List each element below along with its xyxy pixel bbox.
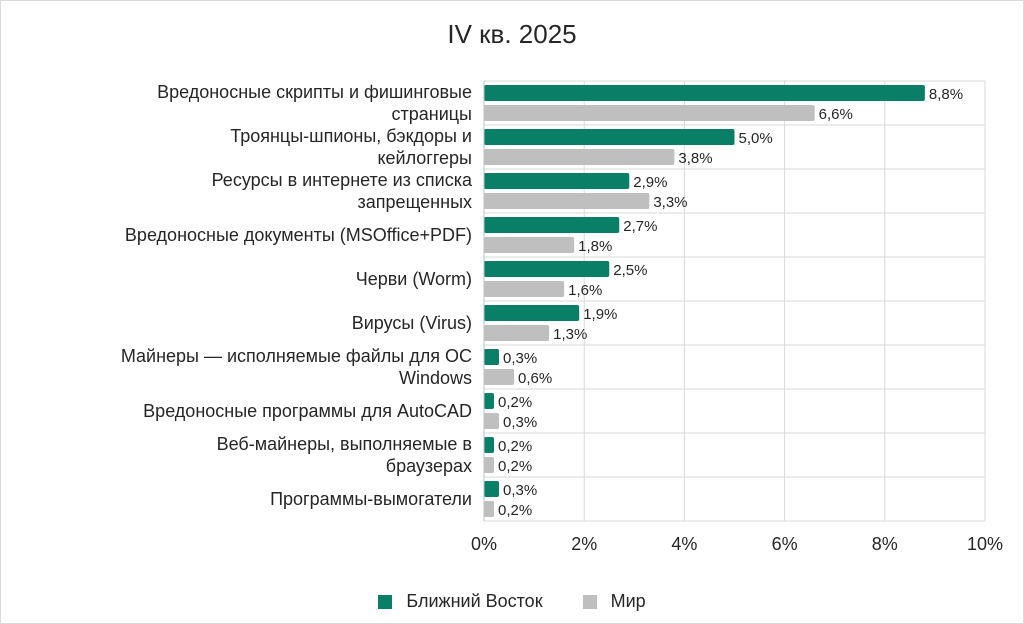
legend-item-world: Мир: [582, 591, 646, 612]
category-label-line: кейлоггеры: [377, 148, 472, 168]
data-label: 0,2%: [498, 394, 532, 411]
data-label: 8,8%: [929, 86, 963, 103]
data-label: 1,8%: [578, 238, 612, 255]
category-label-line: браузерах: [386, 456, 472, 476]
category-label-line: Windows: [399, 368, 472, 388]
legend-swatch-middle-east: [378, 594, 393, 609]
bar-middle-east: [484, 437, 495, 453]
bar-middle-east: [484, 173, 630, 189]
category-label-line: Майнеры — исполняемые файлы для ОС: [121, 346, 472, 366]
chart-title: IV кв. 2025: [447, 19, 577, 49]
category-label-line: Троянцы-шпионы, бэкдоры и: [230, 126, 472, 146]
category-label-line: запрещенных: [358, 192, 472, 212]
data-label: 1,3%: [553, 326, 587, 343]
category-label: Черви (Worm): [356, 269, 472, 289]
category-label-line: Вирусы (Virus): [352, 313, 472, 333]
bar-middle-east: [484, 85, 925, 101]
bar-middle-east: [484, 393, 495, 409]
bar-world: [484, 237, 575, 253]
data-label: 0,2%: [498, 438, 532, 455]
data-label: 2,5%: [613, 262, 647, 279]
data-label: 6,6%: [819, 106, 853, 123]
x-tick-label: 6%: [772, 534, 798, 554]
x-tick-label: 4%: [671, 534, 697, 554]
bar-world: [484, 369, 515, 385]
bar-world: [484, 281, 565, 297]
data-label: 0,2%: [498, 458, 532, 475]
bar-world: [484, 149, 675, 165]
category-label-line: Ресурсы в интернете из списка: [212, 170, 473, 190]
bar-middle-east: [484, 261, 610, 277]
legend-swatch-world: [582, 594, 597, 609]
x-tick-label: 0%: [471, 534, 497, 554]
data-label: 1,9%: [583, 306, 617, 323]
data-label: 3,8%: [678, 150, 712, 167]
data-label: 1,6%: [568, 282, 602, 299]
data-label: 0,2%: [498, 502, 532, 519]
bar-middle-east: [484, 349, 500, 365]
category-label-line: Вредоносные документы (MSOffice+PDF): [125, 225, 472, 245]
bar-world: [484, 193, 650, 209]
category-label: Вредоносные документы (MSOffice+PDF): [125, 225, 472, 245]
bar-world: [484, 325, 550, 341]
x-tick-label: 2%: [571, 534, 597, 554]
bar-world: [484, 457, 495, 473]
legend-label-middle-east: Ближний Восток: [406, 591, 543, 611]
category-label-line: Вредоносные программы для AutoCAD: [143, 401, 472, 421]
category-label-line: Черви (Worm): [356, 269, 472, 289]
category-label: Вредоносные скрипты и фишинговые страницы: [157, 82, 472, 124]
x-tick-label: 10%: [967, 534, 1003, 554]
bar-world: [484, 105, 815, 121]
bar-world: [484, 413, 500, 429]
data-label: 0,6%: [518, 370, 552, 387]
category-label: Вредоносные программы для AutoCAD: [143, 401, 472, 421]
data-label: 0,3%: [503, 350, 537, 367]
category-label: Веб-майнеры, выполняемые в браузерах: [217, 434, 472, 476]
data-label: 2,7%: [623, 218, 657, 235]
bar-middle-east: [484, 217, 620, 233]
data-label: 0,3%: [503, 414, 537, 431]
x-tick-label: 8%: [872, 534, 898, 554]
category-label: Программы-вымогатели: [270, 489, 472, 509]
data-label: 3,3%: [653, 194, 687, 211]
category-label-line: страницы: [391, 104, 472, 124]
data-label: 5,0%: [739, 130, 773, 147]
legend: Ближний Восток Мир: [1, 591, 1023, 612]
legend-label-world: Мир: [610, 591, 646, 611]
legend-item-middle-east: Ближний Восток: [378, 591, 543, 612]
category-label: Вирусы (Virus): [352, 313, 472, 333]
category-label-line: Программы-вымогатели: [270, 489, 472, 509]
bar-middle-east: [484, 305, 580, 321]
bar-middle-east: [484, 481, 500, 497]
bar-world: [484, 501, 495, 517]
data-label: 2,9%: [633, 174, 667, 191]
bar-middle-east: [484, 129, 735, 145]
category-label: Троянцы-шпионы, бэкдоры и кейлоггеры: [230, 126, 472, 168]
category-label-line: Вредоносные скрипты и фишинговые: [157, 82, 472, 102]
category-label: Ресурсы в интернете из списка запрещенных: [212, 170, 473, 212]
data-label: 0,3%: [503, 482, 537, 499]
category-label-line: Веб-майнеры, выполняемые в: [217, 434, 472, 454]
category-label: Майнеры — исполняемые файлы для ОС Window…: [121, 346, 472, 388]
bar-chart: 0% 2% 4% 6% 8% 10% Вредоносные скрипты и фишин…: [121, 80, 1003, 554]
